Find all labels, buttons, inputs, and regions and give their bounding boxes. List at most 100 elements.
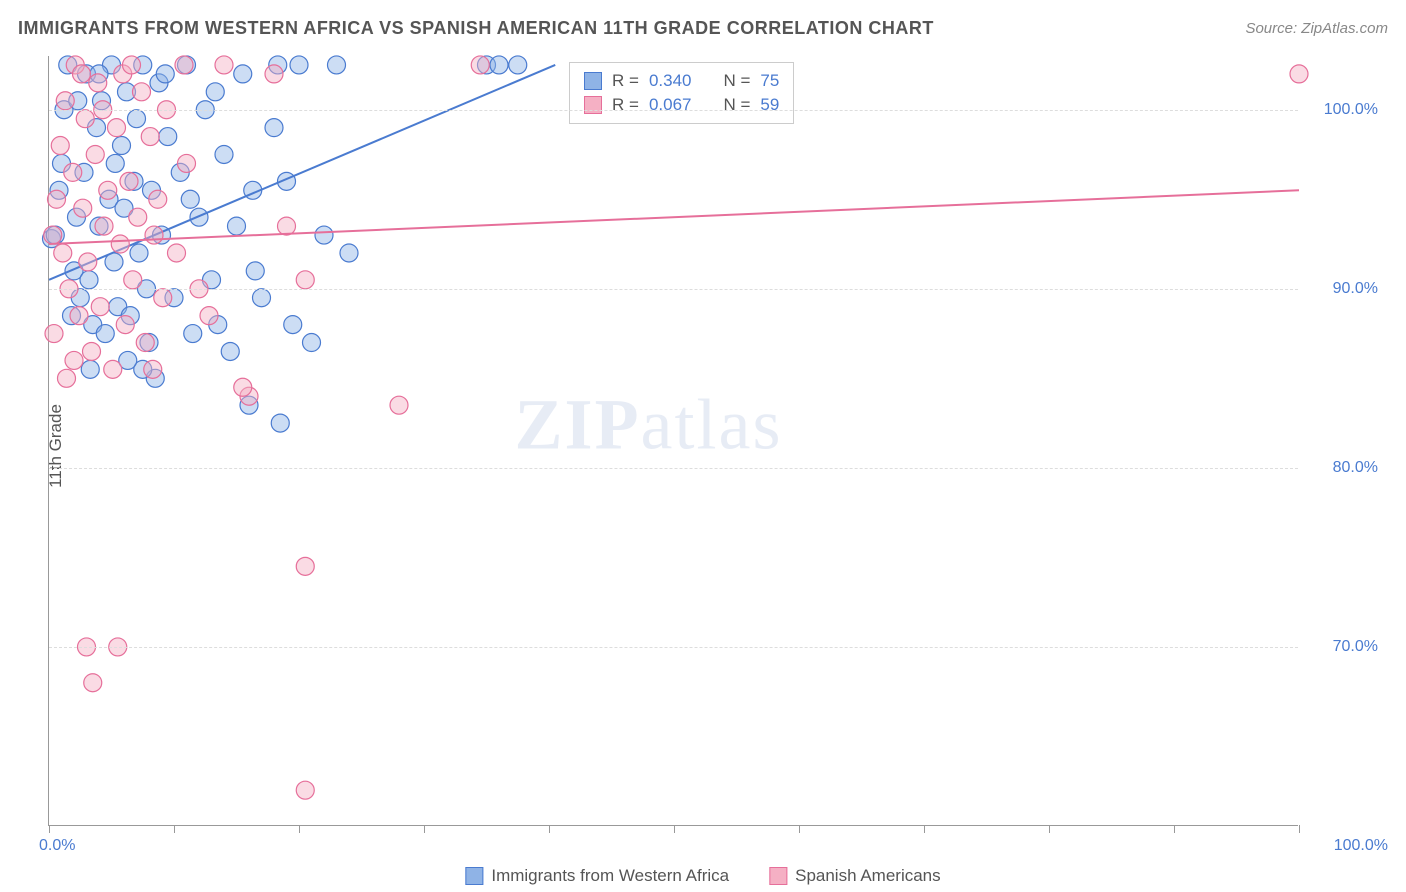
x-tick-label-min: 0.0%	[39, 837, 75, 855]
scatter-point	[58, 369, 76, 387]
scatter-point	[130, 244, 148, 262]
scatter-point	[509, 56, 527, 74]
scatter-point	[178, 154, 196, 172]
scatter-point	[70, 307, 88, 325]
scatter-point	[89, 74, 107, 92]
stats-row: R = 0.067 N = 59	[584, 93, 779, 117]
y-tick-label: 90.0%	[1308, 280, 1378, 298]
legend-swatch	[769, 867, 787, 885]
x-tick-label-max: 100.0%	[1334, 837, 1388, 855]
scatter-point	[56, 92, 74, 110]
scatter-point	[120, 172, 138, 190]
scatter-point	[144, 360, 162, 378]
scatter-point	[221, 342, 239, 360]
legend: Immigrants from Western Africa Spanish Am…	[465, 866, 940, 886]
scatter-point	[141, 128, 159, 146]
x-tick	[549, 825, 550, 833]
scatter-point	[149, 190, 167, 208]
scatter-point	[234, 378, 252, 396]
scatter-point	[234, 65, 252, 83]
x-tick	[174, 825, 175, 833]
stat-n-label: N =	[723, 71, 750, 91]
x-tick	[49, 825, 50, 833]
scatter-point	[303, 334, 321, 352]
scatter-point	[145, 226, 163, 244]
scatter-point	[271, 414, 289, 432]
scatter-point	[156, 65, 174, 83]
scatter-point	[99, 181, 117, 199]
scatter-point	[206, 83, 224, 101]
stat-r-value: 0.340	[649, 71, 692, 91]
scatter-point	[128, 110, 146, 128]
legend-label: Immigrants from Western Africa	[491, 866, 729, 886]
scatter-point	[91, 298, 109, 316]
x-tick	[1299, 825, 1300, 833]
scatter-point	[159, 128, 177, 146]
stat-r-label: R =	[612, 95, 639, 115]
scatter-point	[80, 271, 98, 289]
scatter-point	[340, 244, 358, 262]
stat-r-value: 0.067	[649, 95, 692, 115]
stats-row: R = 0.340 N = 75	[584, 69, 779, 93]
scatter-point	[284, 316, 302, 334]
scatter-point	[296, 271, 314, 289]
grid-line	[49, 468, 1298, 469]
scatter-point	[106, 154, 124, 172]
y-tick-label: 100.0%	[1308, 101, 1378, 119]
scatter-point	[228, 217, 246, 235]
stat-r-label: R =	[612, 71, 639, 91]
scatter-point	[278, 217, 296, 235]
scatter-point	[116, 316, 134, 334]
scatter-point	[184, 325, 202, 343]
scatter-point	[76, 110, 94, 128]
scatter-point	[490, 56, 508, 74]
scatter-point	[133, 83, 151, 101]
scatter-point	[129, 208, 147, 226]
scatter-point	[73, 65, 91, 83]
legend-item: Immigrants from Western Africa	[465, 866, 729, 886]
x-tick	[674, 825, 675, 833]
grid-line	[49, 289, 1298, 290]
scatter-point	[113, 137, 131, 155]
scatter-point	[154, 289, 172, 307]
scatter-point	[86, 145, 104, 163]
scatter-point	[471, 56, 489, 74]
scatter-point	[48, 190, 66, 208]
scatter-point	[74, 199, 92, 217]
scatter-point	[290, 56, 308, 74]
grid-line	[49, 110, 1298, 111]
series-swatch	[584, 96, 602, 114]
legend-swatch	[465, 867, 483, 885]
scatter-point	[215, 145, 233, 163]
scatter-point	[296, 781, 314, 799]
scatter-point	[111, 235, 129, 253]
scatter-point	[296, 557, 314, 575]
scatter-point	[83, 342, 101, 360]
scatter-point	[84, 674, 102, 692]
source-attribution: Source: ZipAtlas.com	[1245, 20, 1388, 37]
scatter-point	[54, 244, 72, 262]
series-swatch	[584, 72, 602, 90]
scatter-point	[215, 56, 233, 74]
scatter-point	[45, 325, 63, 343]
scatter-point	[253, 289, 271, 307]
scatter-point	[79, 253, 97, 271]
x-tick	[424, 825, 425, 833]
scatter-point	[265, 65, 283, 83]
scatter-point	[1290, 65, 1308, 83]
scatter-point	[64, 163, 82, 181]
stat-n-label: N =	[723, 95, 750, 115]
scatter-point	[136, 334, 154, 352]
scatter-point	[181, 190, 199, 208]
legend-item: Spanish Americans	[769, 866, 941, 886]
x-tick	[299, 825, 300, 833]
scatter-point	[168, 244, 186, 262]
stat-n-value: 75	[760, 71, 779, 91]
scatter-point	[123, 56, 141, 74]
scatter-point	[390, 396, 408, 414]
scatter-point	[265, 119, 283, 137]
scatter-point	[95, 217, 113, 235]
stat-n-value: 59	[760, 95, 779, 115]
chart-title: IMMIGRANTS FROM WESTERN AFRICA VS SPANIS…	[18, 18, 934, 39]
scatter-point	[108, 119, 126, 137]
